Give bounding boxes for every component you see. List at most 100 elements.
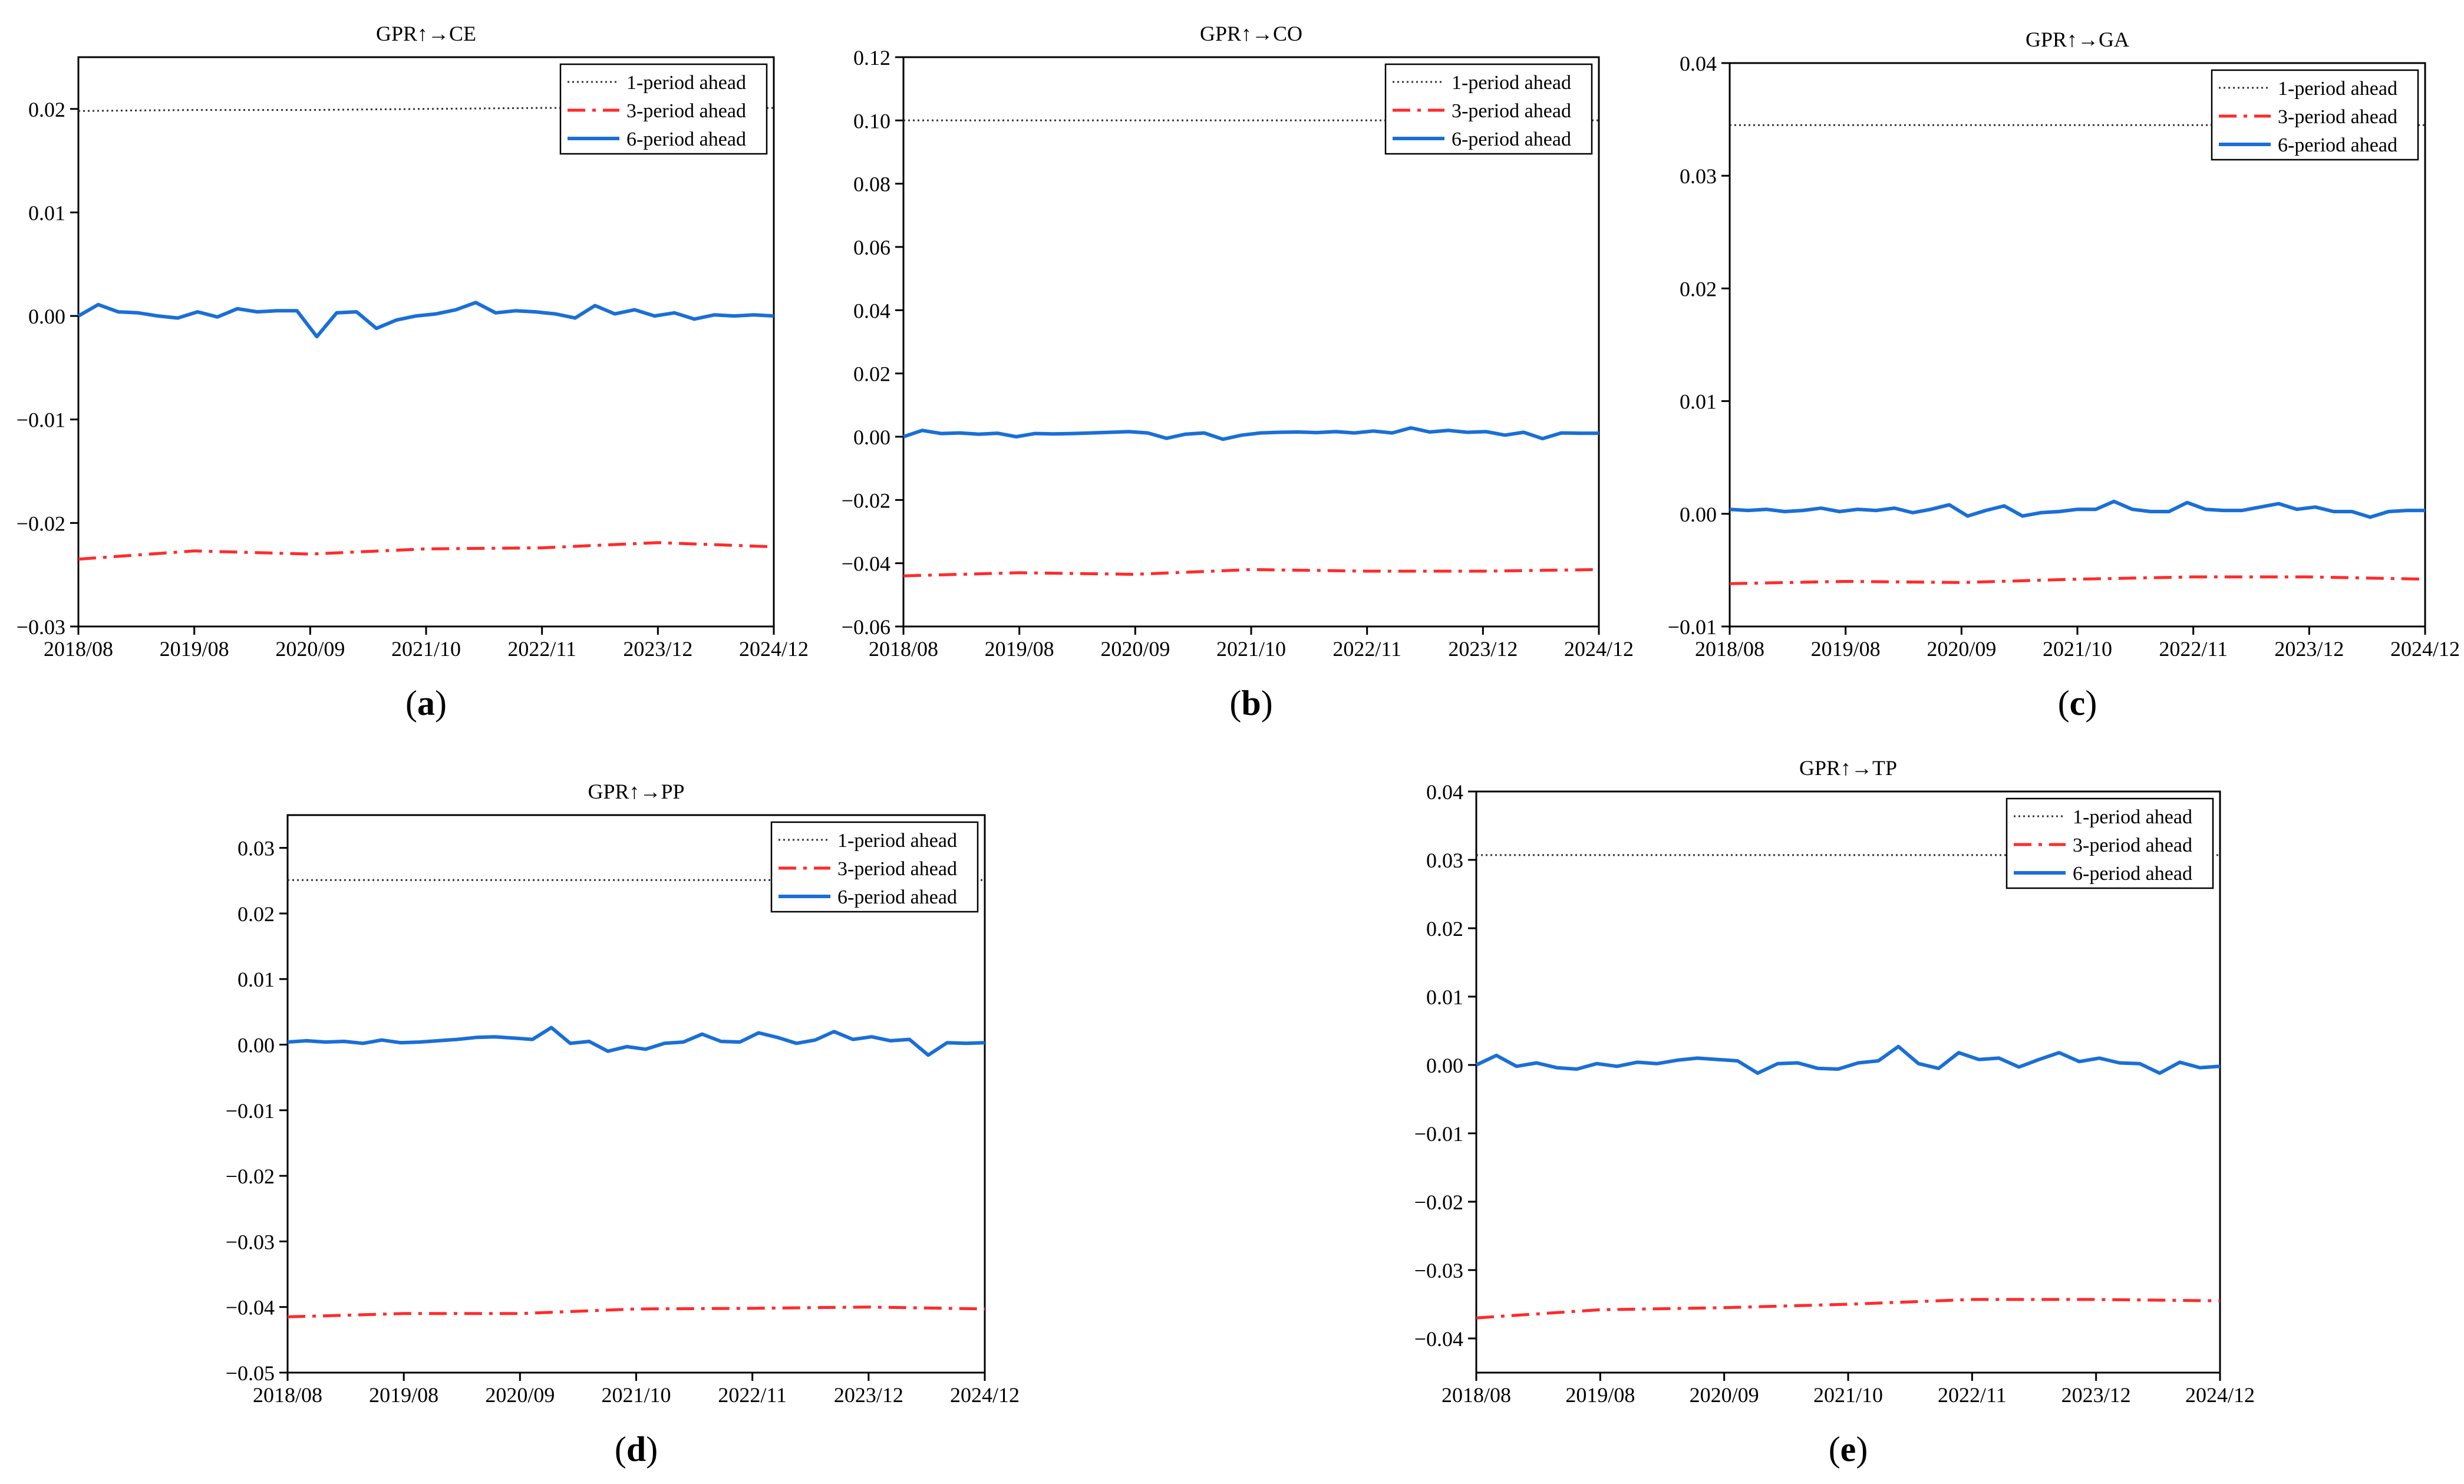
y-tick-label: −0.03 — [226, 1230, 275, 1254]
chart-title: GPR↑→CO — [1200, 22, 1302, 45]
y-tick-label: −0.04 — [226, 1296, 275, 1320]
y-tick-label: −0.01 — [226, 1099, 275, 1123]
x-tick-label: 2022/11 — [1332, 637, 1401, 661]
x-tick-label: 2019/08 — [369, 1383, 438, 1407]
y-tick-label: 0.02 — [1426, 917, 1463, 941]
y-tick-label: 0.00 — [238, 1034, 275, 1057]
y-tick-label: 0.04 — [1426, 780, 1463, 804]
y-tick-label: 0.00 — [853, 426, 890, 449]
x-tick-label: 2024/12 — [2390, 637, 2460, 661]
chart-title: GPR↑→CE — [376, 22, 476, 45]
x-tick-label: 2018/08 — [1442, 1383, 1511, 1407]
x-tick-label: 2023/12 — [834, 1383, 903, 1407]
legend: 1-period ahead 3-period ahead 6-period ahe… — [2211, 69, 2419, 161]
series-line-6-period — [1475, 1044, 2221, 1075]
x-tick-label: 2018/08 — [44, 637, 113, 661]
legend: 1-period ahead 3-period ahead 6-period ahe… — [1384, 63, 1593, 155]
y-tick-label: −0.01 — [17, 408, 65, 432]
panel-label: (e) — [1829, 1430, 1868, 1469]
x-tick-label: 2021/10 — [601, 1383, 671, 1407]
y-tick-label: −0.02 — [17, 512, 65, 535]
panel-e: GPR↑→TP −0.04 −0.03 −0.02 −0.01 0.00 0.01 0.02 0… — [1414, 756, 2255, 1469]
y-tick-label: −0.03 — [1414, 1259, 1463, 1282]
panel-label: (d) — [615, 1430, 658, 1469]
legend: 1-period ahead 3-period ahead 6-period ahe… — [2005, 797, 2214, 889]
x-tick-label: 2018/08 — [1695, 637, 1764, 661]
y-tick-label: 0.03 — [1680, 164, 1717, 188]
y-tick-label: 0.04 — [853, 299, 890, 322]
x-tick-label: 2024/12 — [1564, 637, 1634, 661]
legend-entry: 1-period ahead — [2073, 806, 2192, 828]
y-tick-label: 0.00 — [1426, 1054, 1463, 1077]
y-tick-label: 0.02 — [1680, 277, 1717, 301]
legend-entry: 3-period ahead — [2073, 835, 2192, 856]
y-tick-label: 0.03 — [1426, 849, 1463, 872]
y-tick-label: 0.02 — [28, 98, 65, 121]
y-tick-label: 0.08 — [853, 173, 890, 196]
y-tick-label: 0.00 — [28, 305, 65, 328]
legend-entry: 1-period ahead — [2278, 78, 2397, 100]
y-tick-label: 0.06 — [853, 236, 890, 259]
x-tick-label: 2019/08 — [985, 637, 1054, 661]
x-tick-label: 2024/12 — [2185, 1383, 2255, 1407]
y-tick-label: −0.01 — [1414, 1122, 1463, 1146]
y-tick-label: 0.01 — [238, 968, 275, 991]
x-tick-label: 2023/12 — [2274, 637, 2344, 661]
y-tick-label: −0.05 — [226, 1361, 275, 1385]
y-tick-label: −0.03 — [17, 615, 65, 639]
legend-entry: 3-period ahead — [2278, 106, 2397, 128]
y-tick-label: 0.03 — [238, 837, 275, 860]
y-tick-label: −0.02 — [1414, 1191, 1463, 1214]
y-tick-label: 0.01 — [1680, 390, 1717, 414]
x-tick-label: 2023/12 — [2061, 1383, 2131, 1407]
x-tick-label: 2020/09 — [485, 1383, 555, 1407]
legend-entry: 6-period ahead — [626, 128, 746, 150]
x-tick-label: 2024/12 — [739, 637, 809, 661]
y-tick-label: 0.01 — [1426, 985, 1463, 1009]
series-line-3-period — [78, 541, 774, 561]
legend-entry: 1-period ahead — [1452, 72, 1571, 94]
x-tick-label: 2019/08 — [1565, 1383, 1635, 1407]
legend-entry: 6-period ahead — [1452, 128, 1571, 150]
x-tick-label: 2019/08 — [1811, 637, 1881, 661]
y-tick-label: −0.04 — [842, 552, 890, 576]
y-tick-label: 0.04 — [1680, 52, 1717, 75]
panel-label: (b) — [1229, 684, 1272, 723]
legend-entry: 3-period ahead — [626, 100, 746, 122]
legend-entry: 3-period ahead — [837, 858, 957, 880]
legend-entry: 6-period ahead — [2278, 134, 2397, 156]
x-tick-label: 2022/11 — [1938, 1383, 2007, 1407]
panel-d: GPR↑→PP −0.05 −0.04 −0.03 −0.02 −0.01 0.00 0.01… — [226, 780, 1020, 1469]
x-tick-label: 2020/09 — [1927, 637, 1996, 661]
x-tick-label: 2021/10 — [2043, 637, 2112, 661]
y-tick-label: 0.12 — [853, 46, 890, 70]
series-line-3-period — [1729, 575, 2426, 585]
x-tick-label: 2020/09 — [275, 637, 345, 661]
series-line-6-period — [903, 426, 1599, 441]
panel-a: GPR↑→CE −0.03 −0.02 −0.01 0.00 0.01 0.02 2018/0… — [17, 22, 809, 723]
x-tick-label: 2019/08 — [160, 637, 229, 661]
y-tick-label: 0.02 — [238, 902, 275, 926]
legend: 1-period ahead 3-period ahead 6-period ahe… — [559, 63, 768, 155]
legend-entry: 6-period ahead — [837, 886, 957, 908]
y-tick-label: −0.06 — [842, 615, 890, 639]
panel-label: (c) — [2058, 684, 2097, 723]
chart-title: GPR↑→GA — [2026, 28, 2129, 51]
y-tick-label: 0.01 — [28, 201, 65, 225]
series-line-3-period — [903, 568, 1599, 578]
y-tick-label: 0.02 — [853, 362, 890, 386]
legend: 1-period ahead 3-period ahead 6-period ahe… — [770, 821, 979, 913]
x-tick-label: 2022/11 — [507, 637, 576, 661]
series-line-6-period — [77, 301, 774, 339]
series-line-6-period — [287, 1025, 985, 1057]
chart-title: GPR↑→TP — [1799, 756, 1897, 780]
x-tick-label: 2021/10 — [391, 637, 461, 661]
y-tick-label: −0.02 — [842, 489, 890, 512]
x-tick-label: 2021/10 — [1216, 637, 1286, 661]
y-tick-label: −0.04 — [1414, 1327, 1463, 1351]
legend-entry: 1-period ahead — [626, 72, 746, 94]
x-tick-label: 2023/12 — [623, 637, 692, 661]
series-line-6-period — [1729, 499, 2425, 519]
panel-c: GPR↑→GA −0.01 0.00 0.01 0.02 0.03 0.04 2018/08 2… — [1668, 28, 2460, 723]
